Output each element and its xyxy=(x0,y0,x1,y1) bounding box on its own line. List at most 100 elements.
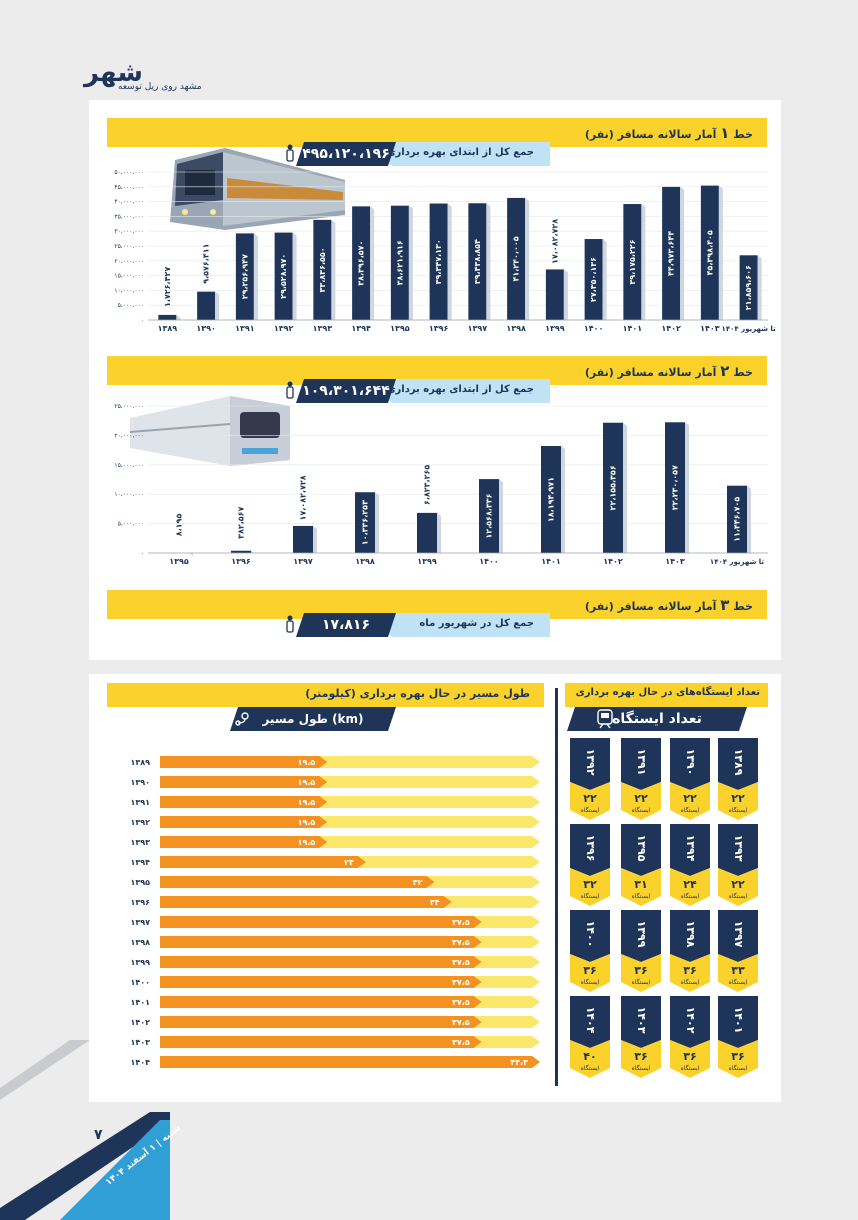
x-tick-label: تا شهریور ۱۴۰۴ xyxy=(722,325,777,333)
bar xyxy=(158,314,177,320)
line2-title-suffix: آمار سالانه مسافر (نفر) xyxy=(584,366,717,379)
bar-value-label: ۲۷،۳۵۰،۱۳۶ xyxy=(589,257,598,302)
bar-value-label: ۳۸۲،۵۶۷ xyxy=(237,506,246,538)
bar-value-label: ۹،۵۷۶،۴۱۱ xyxy=(202,244,211,284)
x-tick-label: ۱۴۰۳ xyxy=(665,557,685,566)
station-year: ۱۴۰۰ xyxy=(584,921,597,948)
station-year-block xyxy=(670,996,710,1048)
route-value-label: ۳۷،۵ xyxy=(452,938,470,947)
y-tick-label: ۵۰،۰۰۰،۰۰۰ xyxy=(114,169,144,176)
station-year-block xyxy=(621,910,661,962)
station-count: ۳۶ xyxy=(683,964,696,977)
bar-value-label: ۲۲،۱۵۵،۳۵۶ xyxy=(609,465,618,510)
route-year-label: ۱۳۹۲ xyxy=(130,818,150,827)
station-year: ۱۳۹۱ xyxy=(635,749,648,776)
station-count: ۳۳ xyxy=(731,964,745,977)
route-bar xyxy=(160,876,435,888)
station-count: ۳۲ xyxy=(583,878,597,891)
station-count: ۲۲ xyxy=(634,792,648,805)
route-bar xyxy=(160,936,482,948)
station-count: ۲۲ xyxy=(583,792,597,805)
route-value-label: ۱۹،۵ xyxy=(298,778,316,787)
bar-shadow xyxy=(253,233,258,320)
bar-value-label: ۲۱،۸۵۹،۶۰۶ xyxy=(744,265,753,310)
x-tick-label: ۱۳۹۳ xyxy=(313,324,333,333)
line2-total-label-bar: جمع کل از ابتدای بهره برداری xyxy=(378,379,550,403)
x-tick-label: ۱۳۹۰ xyxy=(196,324,216,333)
station-unit: ایستگاه xyxy=(681,892,700,900)
station-year: ۱۳۹۲ xyxy=(584,749,597,776)
y-tick-label: ۲۵،۰۰۰،۰۰۰ xyxy=(114,403,144,410)
station-unit: ایستگاه xyxy=(729,978,748,986)
route-badge: طول مسیر (km) xyxy=(230,707,396,731)
line2-total-value: ۱۰۹،۳۰۱،۶۴۴ xyxy=(296,379,396,403)
route-length-chart: ۱۹،۵ ۱۳۸۹ ۱۹،۵ ۱۳۹۰ ۱۹،۵ ۱۳۹۱ ۱۹،۵ ۱۳۹۲ ۱۹،۵ ۱۳۹۳… xyxy=(130,756,540,1068)
route-value-label: ۳۷،۵ xyxy=(452,918,470,927)
bar xyxy=(603,422,623,553)
station-count-block xyxy=(718,782,758,820)
station-year-block xyxy=(670,824,710,876)
bar-shadow xyxy=(757,255,762,320)
station-count: ۳۶ xyxy=(731,1050,744,1063)
route-year-label: ۱۴۰۰ xyxy=(130,978,150,987)
y-tick-label: ۴۵،۰۰۰،۰۰۰ xyxy=(114,184,144,191)
line1-total-label: جمع کل از ابتدای بهره برداری xyxy=(386,147,534,158)
station-count-block xyxy=(670,954,710,992)
station-unit: ایستگاه xyxy=(581,1064,600,1072)
station-year: ۱۴۰۳ xyxy=(635,1007,648,1034)
bar xyxy=(727,485,747,553)
bar-shadow xyxy=(313,525,317,553)
y-tick-label: ۱۵،۰۰۰،۰۰۰ xyxy=(114,273,144,280)
bar-shadow xyxy=(499,479,503,553)
station-count: ۳۶ xyxy=(583,964,596,977)
stations-header: تعداد ایستگاه‌های در حال بهره برداری xyxy=(565,683,768,707)
route-value-label: ۲۴ xyxy=(344,858,354,867)
tram-train-image xyxy=(170,148,345,230)
line2-bar-chart: ۰ ۵،۰۰۰،۰۰۰ ۱۰،۰۰۰،۰۰۰ ۱۵،۰۰۰،۰۰۰ ۲۰،۰۰۰،۰۰۰… xyxy=(114,403,768,566)
station-year-block xyxy=(570,738,610,790)
y-tick-label: ۵،۰۰۰،۰۰۰ xyxy=(118,521,144,528)
route-bar xyxy=(160,956,482,968)
route-bar xyxy=(160,796,328,808)
line1-total-value: ۴۹۵،۱۲۰،۱۹۶ xyxy=(296,142,396,166)
route-bar xyxy=(160,756,328,768)
x-tick-label: ۱۴۰۲ xyxy=(661,324,681,333)
station-year-block xyxy=(718,738,758,790)
route-value-label: ۱۹،۵ xyxy=(298,818,316,827)
bar-shadow xyxy=(447,203,452,320)
logo-mark: شهر xyxy=(84,58,145,88)
route-year-label: ۱۴۰۴ xyxy=(130,1058,150,1067)
page-number: ۷ xyxy=(94,1127,103,1143)
station-count: ۳۱ xyxy=(634,878,647,891)
train-icon xyxy=(597,709,613,729)
station-year: ۱۳۹۸ xyxy=(684,921,697,948)
bar-shadow xyxy=(525,197,530,320)
station-year-block xyxy=(570,996,610,1048)
bar-value-label: ۳۹،۳۴۷،۱۳۰ xyxy=(434,239,443,284)
station-unit: ایستگاه xyxy=(681,1064,700,1072)
bar-shadow xyxy=(561,446,565,553)
bar-value-label: ۱۲،۵۶۸،۳۳۶ xyxy=(485,493,494,538)
route-bar xyxy=(160,1036,482,1048)
station-unit: ایستگاه xyxy=(632,1064,651,1072)
bar xyxy=(665,422,685,553)
line3-total-value: ۱۷،۸۱۶ xyxy=(296,613,396,637)
brand-logo: شهر مشهد روی ریل توسعه xyxy=(82,58,212,98)
route-year-label: ۱۳۹۵ xyxy=(130,878,150,887)
station-count: ۲۲ xyxy=(731,792,745,805)
route-bar xyxy=(160,976,482,988)
route-bar xyxy=(160,1016,482,1028)
x-tick-label: ۱۳۹۸ xyxy=(355,557,375,566)
station-year-block xyxy=(570,910,610,962)
y-tick-label: ۴۰،۰۰۰،۰۰۰ xyxy=(114,199,144,206)
station-count-block xyxy=(718,868,758,906)
bar-value-label: ۱۷،۰۸۲،۷۲۸ xyxy=(550,219,559,264)
bar-shadow xyxy=(718,185,723,320)
bar-value-label: ۶،۸۲۳،۲۶۵ xyxy=(423,465,432,505)
